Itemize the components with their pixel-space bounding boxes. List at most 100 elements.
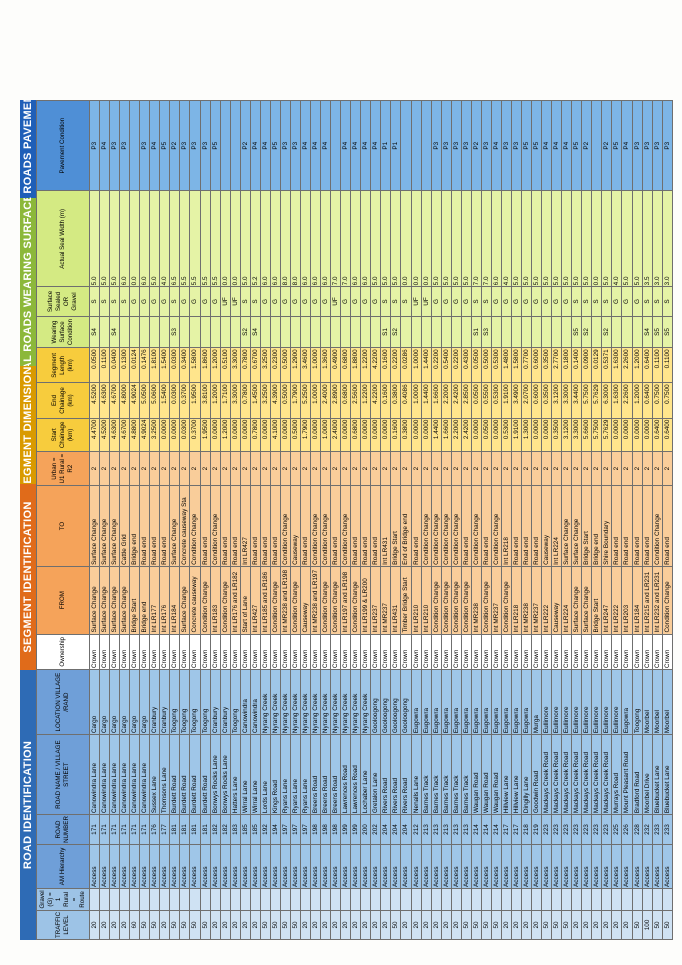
cell-am-hierarchy: Access (89, 844, 100, 889)
cell-to: Condition Change (310, 485, 321, 567)
cell-ownership: Crown (531, 634, 542, 670)
cell-urban-rural: 2 (541, 451, 552, 486)
cell-end-chainage: 5.7500 (581, 382, 592, 419)
table-row: 20 Access 219 Goodwin Road Murga Crown Int MR2… (531, 100, 542, 940)
cell-gravel-rural (280, 888, 291, 911)
cell-start-chainage: 0.0000 (360, 418, 371, 452)
cell-wearing-condition (280, 316, 291, 348)
cell-to: Bridge Start (390, 485, 401, 567)
cell-urban-rural: 2 (370, 451, 381, 486)
cell-end-chainage: 3.3000 (230, 382, 241, 419)
cell-from: Bridge Start (591, 566, 602, 635)
cell-to: Condition Change (431, 485, 442, 567)
cell-location: Cranbury (220, 669, 231, 735)
cell-traffic-level: 50 (169, 910, 180, 940)
cell-surface-type: S (119, 286, 130, 317)
cell-to: Condition Change (210, 485, 221, 567)
table-row: 50 Access 228 Bradford Road Toogong Crown Int … (632, 100, 643, 940)
cell-traffic-level: 20 (320, 910, 331, 940)
cell-traffic-level: 60 (129, 910, 140, 940)
cell-road-name: Hatters Lane (230, 734, 241, 815)
cell-urban-rural: 2 (511, 451, 522, 486)
cell-end-chainage: 0.5000 (280, 382, 291, 419)
header-pavement-condition: Pavement Condition (36, 100, 90, 191)
table-row: 20 Access 182 Bonwys Rocks Lane Cranbury Crow… (220, 100, 231, 940)
cell-wearing-condition (461, 316, 472, 348)
cell-location: Canowindra (240, 669, 251, 735)
cell-gravel-rural (230, 888, 241, 911)
cell-to: Condition Change (451, 485, 462, 567)
cell-pavement-condition: P2 (471, 100, 482, 191)
cell-start-chainage: 4.9024 (139, 418, 150, 452)
cell-location: Eullimore (561, 669, 572, 735)
cell-ownership: Crown (611, 634, 622, 670)
cell-end-chainage: 1.7100 (220, 382, 231, 419)
cell-surface-type: S (240, 286, 251, 317)
table-row: 20 Access 198 Breens Road Nyrang Creek Crown C… (320, 100, 331, 940)
cell-surface-type: G (139, 286, 150, 317)
rotated-table-sheet: ROAD IDENTIFICATION SEGMENT IDENTIFICATI… (20, 100, 673, 940)
cell-to: Road end (360, 485, 371, 567)
cell-seal-width: 5.0 (380, 190, 391, 287)
cell-pavement-condition: P3 (662, 100, 673, 191)
cell-surface-type: G (300, 286, 311, 317)
cell-ownership: Crown (169, 634, 180, 670)
cell-gravel-rural (270, 888, 281, 911)
cell-to: Road end (200, 485, 211, 567)
cell-location: Eullimore (581, 669, 592, 735)
cell-to: Surface Change (571, 485, 582, 567)
cell-road-name: Waugan Road (471, 734, 482, 815)
cell-road-name: Canowindra Lane (139, 734, 150, 815)
cell-segment-length: 0.0400 (109, 347, 120, 383)
cell-ownership: Crown (250, 634, 261, 670)
cell-seal-width: 5.0 (99, 190, 110, 287)
cell-urban-rural: 2 (210, 451, 221, 486)
cell-road-name: Rivers Road (400, 734, 411, 815)
cell-segment-length: 2.7700 (551, 347, 562, 383)
cell-ownership: Crown (380, 634, 391, 670)
cell-location: Gooloogong (390, 669, 401, 735)
cell-segment-length: 0.3500 (541, 347, 552, 383)
cell-to: Road end (662, 485, 673, 567)
cell-road-number: 204 (400, 814, 411, 845)
cell-segment-length: 1.5400 (159, 347, 170, 383)
cell-am-hierarchy: Access (220, 844, 231, 889)
cell-segment-length: 0.7800 (240, 347, 251, 383)
cell-end-chainage: 0.1600 (380, 382, 391, 419)
cell-pavement-condition: P4 (360, 100, 371, 191)
cell-location: Gooloogong (370, 669, 381, 735)
cell-gravel-rural (632, 888, 643, 911)
cell-road-number: 213 (421, 814, 432, 845)
cell-ownership: Crown (491, 634, 502, 670)
cell-traffic-level: 20 (220, 910, 231, 940)
cell-pavement-condition: P1 (390, 100, 401, 191)
cell-urban-rural: 2 (360, 451, 371, 486)
table-row: 20 Access 197 Ryans Lane Nyrang Creek Crown Ca… (300, 100, 311, 940)
cell-urban-rural: 2 (621, 451, 633, 486)
cell-road-number: 198 (320, 814, 331, 845)
cell-road-name: Ryans Lane (290, 734, 301, 815)
cell-start-chainage: 0.0000 (621, 418, 633, 452)
cell-am-hierarchy: Access (250, 844, 261, 889)
band-segment-identification: SEGMENT IDENTIFICATION (20, 484, 36, 670)
cell-from: Concrete causeway (189, 566, 201, 635)
cell-surface-type: S (89, 286, 100, 317)
cell-pavement-condition: P3 (451, 100, 462, 191)
header-seal-width: Actual Seal Width (m) (36, 190, 90, 287)
cell-start-chainage: 3.1200 (561, 418, 572, 452)
cell-urban-rural: 2 (250, 451, 261, 486)
cell-pavement-condition: P4 (561, 100, 572, 191)
cell-am-hierarchy: Access (521, 844, 532, 889)
cell-seal-width: 5.5 (189, 190, 201, 287)
cell-am-hierarchy: Access (189, 844, 201, 889)
cell-wearing-condition: S5 (571, 316, 582, 348)
cell-wearing-condition (300, 316, 311, 348)
table-row: 20 Access 183 Hatters Lane Toogong Crown Int L… (230, 100, 241, 940)
cell-road-number: 199 (350, 814, 361, 845)
cell-from: Surface Change (109, 566, 120, 635)
cell-gravel-rural (119, 888, 130, 911)
cell-am-hierarchy: Access (481, 844, 492, 889)
cell-location: Moorbel (642, 669, 653, 735)
cell-segment-length: 0.7700 (521, 347, 532, 383)
cell-from: Timber Bridge Start (400, 566, 411, 635)
